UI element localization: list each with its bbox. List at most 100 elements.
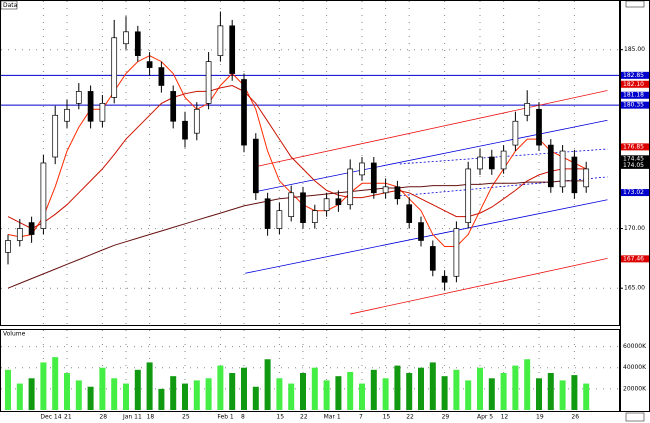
candle-body <box>323 198 330 212</box>
volume-bar <box>252 386 259 410</box>
volume-bar <box>40 362 47 410</box>
candle-body <box>64 108 70 122</box>
candle-body <box>52 114 59 158</box>
x-tick-label: Apr 5 <box>477 414 493 421</box>
candle-body <box>300 192 306 223</box>
chart-title: Data <box>3 2 18 9</box>
candle-body <box>500 150 507 170</box>
candle-body <box>123 31 129 45</box>
y-tick-label: 170.00 <box>624 225 645 232</box>
candle-body <box>87 91 94 122</box>
candle-body <box>28 222 35 235</box>
candle-body <box>583 168 590 188</box>
candle-body <box>453 228 460 277</box>
price-label: 182.85 <box>623 72 644 79</box>
volume-bar <box>547 373 554 410</box>
price-label: 176.85 <box>623 143 644 150</box>
candle-body <box>429 246 436 271</box>
x-tick-label: 15 <box>383 414 391 421</box>
volume-bar <box>512 365 519 410</box>
volume-bar <box>418 367 424 410</box>
candle-body <box>99 103 106 122</box>
x-tick-label: 22 <box>406 414 414 421</box>
candle-body <box>347 168 354 206</box>
volume-bar <box>311 367 318 410</box>
volume-bar <box>477 367 483 410</box>
candle-body <box>146 61 153 68</box>
volume-bar <box>87 386 94 410</box>
candle-body <box>134 31 141 57</box>
price-label-box <box>621 80 649 88</box>
candle-body <box>40 162 47 229</box>
price-label: 180.35 <box>623 102 644 109</box>
volume-bar <box>524 359 531 410</box>
candle-body <box>5 240 11 253</box>
price-label-box <box>621 91 649 99</box>
volume-tick-label: 20000K <box>623 385 647 392</box>
volume-bar <box>583 383 590 410</box>
volume-bar <box>347 371 354 410</box>
volume-bar <box>205 378 212 410</box>
volume-bar <box>370 369 377 410</box>
volume-bar <box>382 378 389 410</box>
price-label-box <box>621 71 649 79</box>
candle-body <box>370 162 377 194</box>
x-tick-label: 25 <box>182 414 190 421</box>
y-tick-label: 185.00 <box>624 46 645 53</box>
price-label: 174.45 <box>623 155 644 162</box>
candle-body <box>465 168 472 223</box>
volume-bar <box>182 383 188 410</box>
price-label-box <box>621 143 649 151</box>
volume-bar <box>559 380 566 410</box>
volume-bar <box>288 383 295 410</box>
x-tick-label: 12 <box>501 414 509 421</box>
volume-bar <box>111 378 118 410</box>
corner-icon[interactable] <box>625 412 645 422</box>
candle-body <box>394 186 401 200</box>
volume-bar <box>217 365 224 410</box>
volume-bar <box>300 373 306 410</box>
candle-body <box>111 37 118 98</box>
candle-body <box>524 103 531 116</box>
price-label-box <box>621 101 649 109</box>
volume-bar <box>241 367 247 410</box>
x-tick-label: 28 <box>99 414 107 421</box>
trendline <box>350 257 608 315</box>
candle-body <box>382 186 389 194</box>
volume-bar <box>488 378 495 410</box>
corner-icon[interactable] <box>625 0 645 8</box>
candle-body <box>158 67 165 86</box>
volume-bar <box>99 367 106 410</box>
volume-bar <box>52 357 59 410</box>
volume-bar <box>536 378 542 410</box>
candle-body <box>547 144 554 188</box>
candle-body <box>311 210 318 223</box>
candle-body <box>276 210 283 229</box>
volume-bar <box>123 383 129 410</box>
candle-body <box>288 192 295 217</box>
candle-body <box>441 275 448 283</box>
volume-bar <box>406 373 413 410</box>
title-box <box>0 0 18 10</box>
x-tick-label: 19 <box>536 414 544 421</box>
moving-average <box>7 84 587 230</box>
volume-bar <box>64 373 70 410</box>
volume-bar <box>465 380 472 410</box>
volume-bar <box>75 380 82 410</box>
volume-bar <box>170 376 177 410</box>
candle-body <box>193 108 200 134</box>
candle-body <box>418 222 424 241</box>
x-tick-label: 18 <box>147 414 155 421</box>
volume-bar <box>323 380 330 410</box>
candle-body <box>252 138 259 194</box>
moving-average <box>7 180 587 289</box>
volume-title: Volume <box>3 331 26 338</box>
candle-body <box>182 120 188 140</box>
candle-body <box>229 25 236 74</box>
candle-body <box>559 150 566 188</box>
price-axis <box>620 0 650 412</box>
price-label: 181.18 <box>623 92 644 99</box>
price-label: 174.05 <box>623 162 644 169</box>
x-tick-label: 21 <box>64 414 72 421</box>
x-tick-label: Feb 1 <box>217 414 234 421</box>
